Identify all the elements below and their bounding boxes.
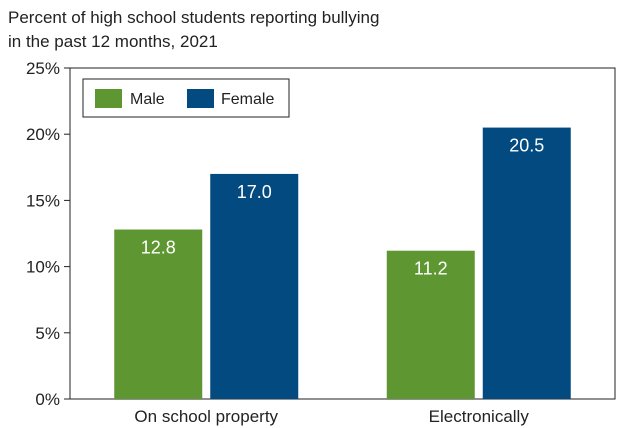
legend: Male Female bbox=[82, 78, 290, 118]
chart-title: Percent of high school students reportin… bbox=[8, 6, 379, 54]
bars: 12.8 17.0 11.2 20.5 bbox=[114, 127, 571, 399]
x-axis: On school property Electronically bbox=[134, 407, 529, 426]
legend-swatch-female bbox=[187, 89, 214, 108]
data-label: 20.5 bbox=[509, 136, 544, 156]
x-tick-label: Electronically bbox=[429, 407, 530, 426]
data-label: 11.2 bbox=[414, 259, 448, 279]
y-tick-label: 25% bbox=[26, 59, 60, 78]
y-tick-label: 0% bbox=[35, 390, 60, 409]
y-tick-label: 5% bbox=[35, 324, 60, 343]
chart-title-line-1: Percent of high school students reportin… bbox=[8, 8, 380, 27]
bar-female bbox=[482, 127, 571, 399]
legend-swatch-male bbox=[95, 89, 122, 108]
bar-female bbox=[210, 173, 299, 399]
bar-male bbox=[386, 250, 475, 399]
y-tick-label: 15% bbox=[26, 191, 60, 210]
plot-area-border bbox=[69, 67, 616, 400]
y-axis: 0% 5% 10% 15% 20% 25% bbox=[26, 59, 70, 409]
legend-box bbox=[82, 78, 290, 118]
y-tick-label: 20% bbox=[26, 125, 60, 144]
legend-label-male: Male bbox=[130, 91, 165, 108]
x-tick-label: On school property bbox=[134, 407, 278, 426]
bar-male bbox=[114, 229, 203, 399]
legend-label-female: Female bbox=[221, 91, 274, 108]
data-label: 17.0 bbox=[237, 182, 272, 202]
chart-title-line-2: in the past 12 months, 2021 bbox=[8, 32, 218, 51]
data-label: 12.8 bbox=[141, 238, 176, 258]
y-tick-label: 10% bbox=[26, 258, 60, 277]
